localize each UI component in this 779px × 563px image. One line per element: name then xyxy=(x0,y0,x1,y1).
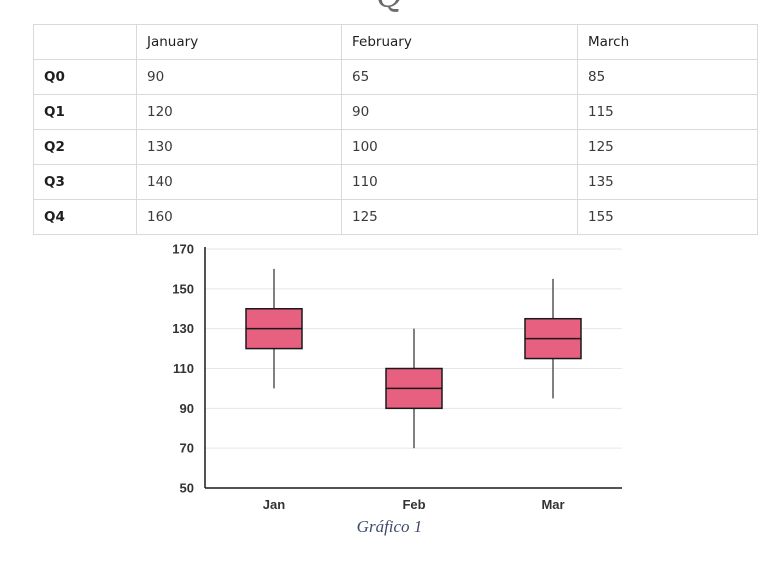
table-row: Q4 160 125 155 xyxy=(33,199,758,235)
x-tick-label: Mar xyxy=(541,497,564,512)
table-cell: 120 xyxy=(136,94,342,130)
table-cell: 90 xyxy=(136,59,342,95)
table-cell: 140 xyxy=(136,164,342,200)
table-cell: 110 xyxy=(341,164,578,200)
table-cell: 65 xyxy=(341,59,578,95)
quartiles-table: January February March Q0 90 65 85 Q1 12… xyxy=(33,24,758,235)
table-row: Q0 90 65 85 xyxy=(33,59,758,95)
y-tick-label: 150 xyxy=(172,281,194,296)
box-iqr xyxy=(524,317,582,360)
table-header-row: January February March xyxy=(33,24,758,60)
table-row: Q3 140 110 135 xyxy=(33,164,758,200)
table-cell: 125 xyxy=(341,199,578,235)
table-cell: 155 xyxy=(577,199,758,235)
table-row-label: Q3 xyxy=(33,164,137,200)
y-tick-label: 90 xyxy=(180,401,194,416)
box-iqr xyxy=(385,367,443,410)
table-row-label: Q4 xyxy=(33,199,137,235)
figure-caption: Gráfico 1 xyxy=(356,517,423,536)
table-cell: 160 xyxy=(136,199,342,235)
table-row-label: Q1 xyxy=(33,94,137,130)
table-cell: 100 xyxy=(341,129,578,165)
cropped-heading-text: Q xyxy=(0,0,779,16)
x-tick-label: Feb xyxy=(402,497,425,512)
table-header-cell xyxy=(33,24,137,60)
table-header-cell: February xyxy=(341,24,578,60)
y-tick-label: 50 xyxy=(180,481,194,496)
y-tick-label: 70 xyxy=(180,441,194,456)
x-tick-label: Jan xyxy=(263,497,285,512)
y-tick-label: 110 xyxy=(173,361,194,376)
table-row: Q1 120 90 115 xyxy=(33,94,758,130)
box-iqr xyxy=(245,308,303,350)
y-tick-label: 130 xyxy=(172,321,194,336)
table-cell: 85 xyxy=(577,59,758,95)
table-row: Q2 130 100 125 xyxy=(33,129,758,165)
cropped-heading-fragment: Q xyxy=(0,0,779,22)
table-cell: 130 xyxy=(136,129,342,165)
table-row-label: Q0 xyxy=(33,59,137,95)
table-cell: 90 xyxy=(341,94,578,130)
table-row-label: Q2 xyxy=(33,129,137,165)
table-cell: 115 xyxy=(577,94,758,130)
table-header-cell: January xyxy=(136,24,342,60)
y-tick-label: 170 xyxy=(172,242,194,257)
table-cell: 135 xyxy=(577,164,758,200)
table-header-cell: March xyxy=(577,24,758,60)
table-cell: 125 xyxy=(577,129,758,165)
